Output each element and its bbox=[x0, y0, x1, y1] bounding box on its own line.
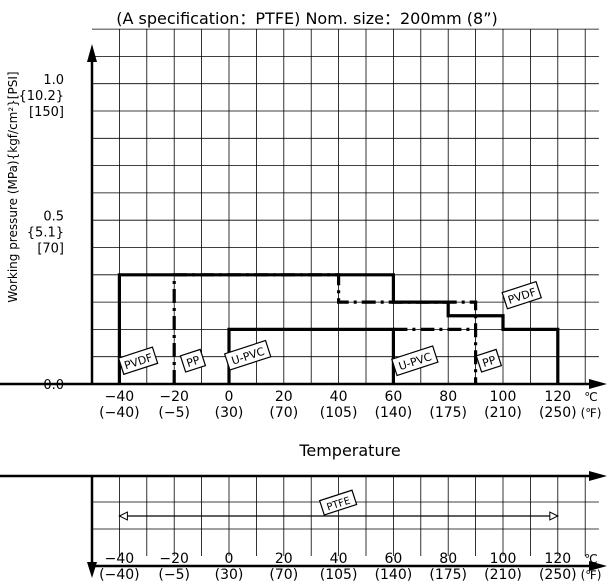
x-tick-label: (175) bbox=[429, 405, 467, 421]
x-tick-label: (105) bbox=[320, 567, 358, 583]
tick-labels: −40(−40)−40(−40)−20(−5)−20(−5)0(30)0(30)… bbox=[19, 73, 602, 583]
series-line-pp bbox=[172, 273, 478, 384]
x-unit-label: ℃ bbox=[584, 552, 597, 566]
chart-title: (A specification：PTFE) Nom. size：200mm (… bbox=[116, 9, 498, 28]
x-axis-label: Temperature bbox=[298, 441, 400, 460]
x-tick-label: −40 bbox=[105, 389, 135, 405]
x-tick-label: 120 bbox=[544, 551, 571, 567]
lower-x-axis-arrow bbox=[589, 561, 607, 571]
series-label: U-PVC bbox=[391, 345, 439, 377]
x-tick-label: 20 bbox=[275, 389, 293, 405]
axes bbox=[0, 44, 607, 578]
x-unit-label: (℉) bbox=[581, 406, 602, 420]
series-label: U-PVC bbox=[223, 339, 272, 371]
x-tick-label: (−40) bbox=[99, 567, 139, 583]
x-tick-label: (−5) bbox=[158, 567, 190, 583]
x-tick-label: −20 bbox=[159, 389, 189, 405]
series-label-box bbox=[117, 346, 159, 376]
x-tick-label: −40 bbox=[105, 551, 135, 567]
x-tick-label: 100 bbox=[490, 389, 517, 405]
series-label-box bbox=[475, 348, 503, 373]
x-tick-label: 60 bbox=[384, 389, 402, 405]
series-label: PP bbox=[179, 348, 207, 373]
y-tick-label: [150] bbox=[29, 105, 64, 120]
x-tick-label: (30) bbox=[215, 567, 244, 583]
x-tick-label: (140) bbox=[375, 405, 413, 421]
x-tick-label: 100 bbox=[490, 551, 517, 567]
ptfe-range-arrow-left bbox=[118, 511, 128, 521]
x-unit-label: (℉) bbox=[581, 568, 602, 582]
x-tick-label: (−5) bbox=[158, 405, 190, 421]
x-tick-label: (30) bbox=[215, 405, 244, 421]
series-label-box bbox=[501, 280, 543, 310]
x-tick-label: 80 bbox=[439, 551, 457, 567]
x-tick-label: (210) bbox=[484, 405, 522, 421]
x-tick-label: 40 bbox=[330, 551, 348, 567]
x-tick-label: (70) bbox=[269, 405, 298, 421]
x-tick-label: (175) bbox=[429, 567, 467, 583]
ptfe-range: PTFE bbox=[118, 489, 559, 521]
x-tick-label: 80 bbox=[439, 389, 457, 405]
x-tick-label: 120 bbox=[544, 389, 571, 405]
series-label-box bbox=[179, 348, 207, 373]
x-tick-label: 0 bbox=[225, 551, 234, 567]
x-tick-label: (140) bbox=[375, 567, 413, 583]
x-tick-label: (−40) bbox=[99, 405, 139, 421]
series-label-text: PP bbox=[185, 353, 202, 370]
series-label-box bbox=[223, 339, 272, 371]
series-label: PVDF bbox=[117, 346, 159, 376]
y-tick-label: 1.0 bbox=[43, 73, 64, 88]
y-axis-arrow bbox=[87, 44, 97, 62]
y-axis-label: Working pressure (MPa){kgf/cm²}[PSI] bbox=[6, 71, 20, 302]
x-tick-label: 40 bbox=[330, 389, 348, 405]
series-label-text: PP bbox=[481, 353, 498, 370]
ptfe-label: PTFE bbox=[318, 489, 358, 516]
x-unit-label: ℃ bbox=[584, 390, 597, 404]
x-tick-label: (250) bbox=[539, 567, 577, 583]
x-tick-label: (70) bbox=[269, 567, 298, 583]
x-tick-label: (210) bbox=[484, 567, 522, 583]
x-axis-arrow bbox=[589, 379, 607, 389]
x-tick-label: (250) bbox=[539, 405, 577, 421]
series-label: PVDF bbox=[501, 280, 543, 310]
y-tick-label: {10.2} bbox=[19, 89, 65, 104]
x-tick-label: 60 bbox=[384, 551, 402, 567]
y-tick-label: 0.0 bbox=[43, 378, 64, 393]
lower-top-axis-arrow bbox=[589, 471, 607, 481]
ptfe-label-box bbox=[318, 489, 358, 516]
series-label-box bbox=[391, 345, 439, 377]
x-tick-label: 0 bbox=[225, 389, 234, 405]
x-tick-label: (105) bbox=[320, 405, 358, 421]
lower-y-axis-arrow bbox=[87, 562, 97, 578]
y-tick-label: [70] bbox=[37, 242, 64, 257]
y-tick-label: {5.1} bbox=[27, 226, 64, 241]
x-tick-label: 20 bbox=[275, 551, 293, 567]
y-tick-label: 0.5 bbox=[43, 210, 64, 225]
x-tick-label: −20 bbox=[159, 551, 189, 567]
series-label: PP bbox=[475, 348, 503, 373]
ptfe-range-arrow-right bbox=[549, 511, 559, 521]
